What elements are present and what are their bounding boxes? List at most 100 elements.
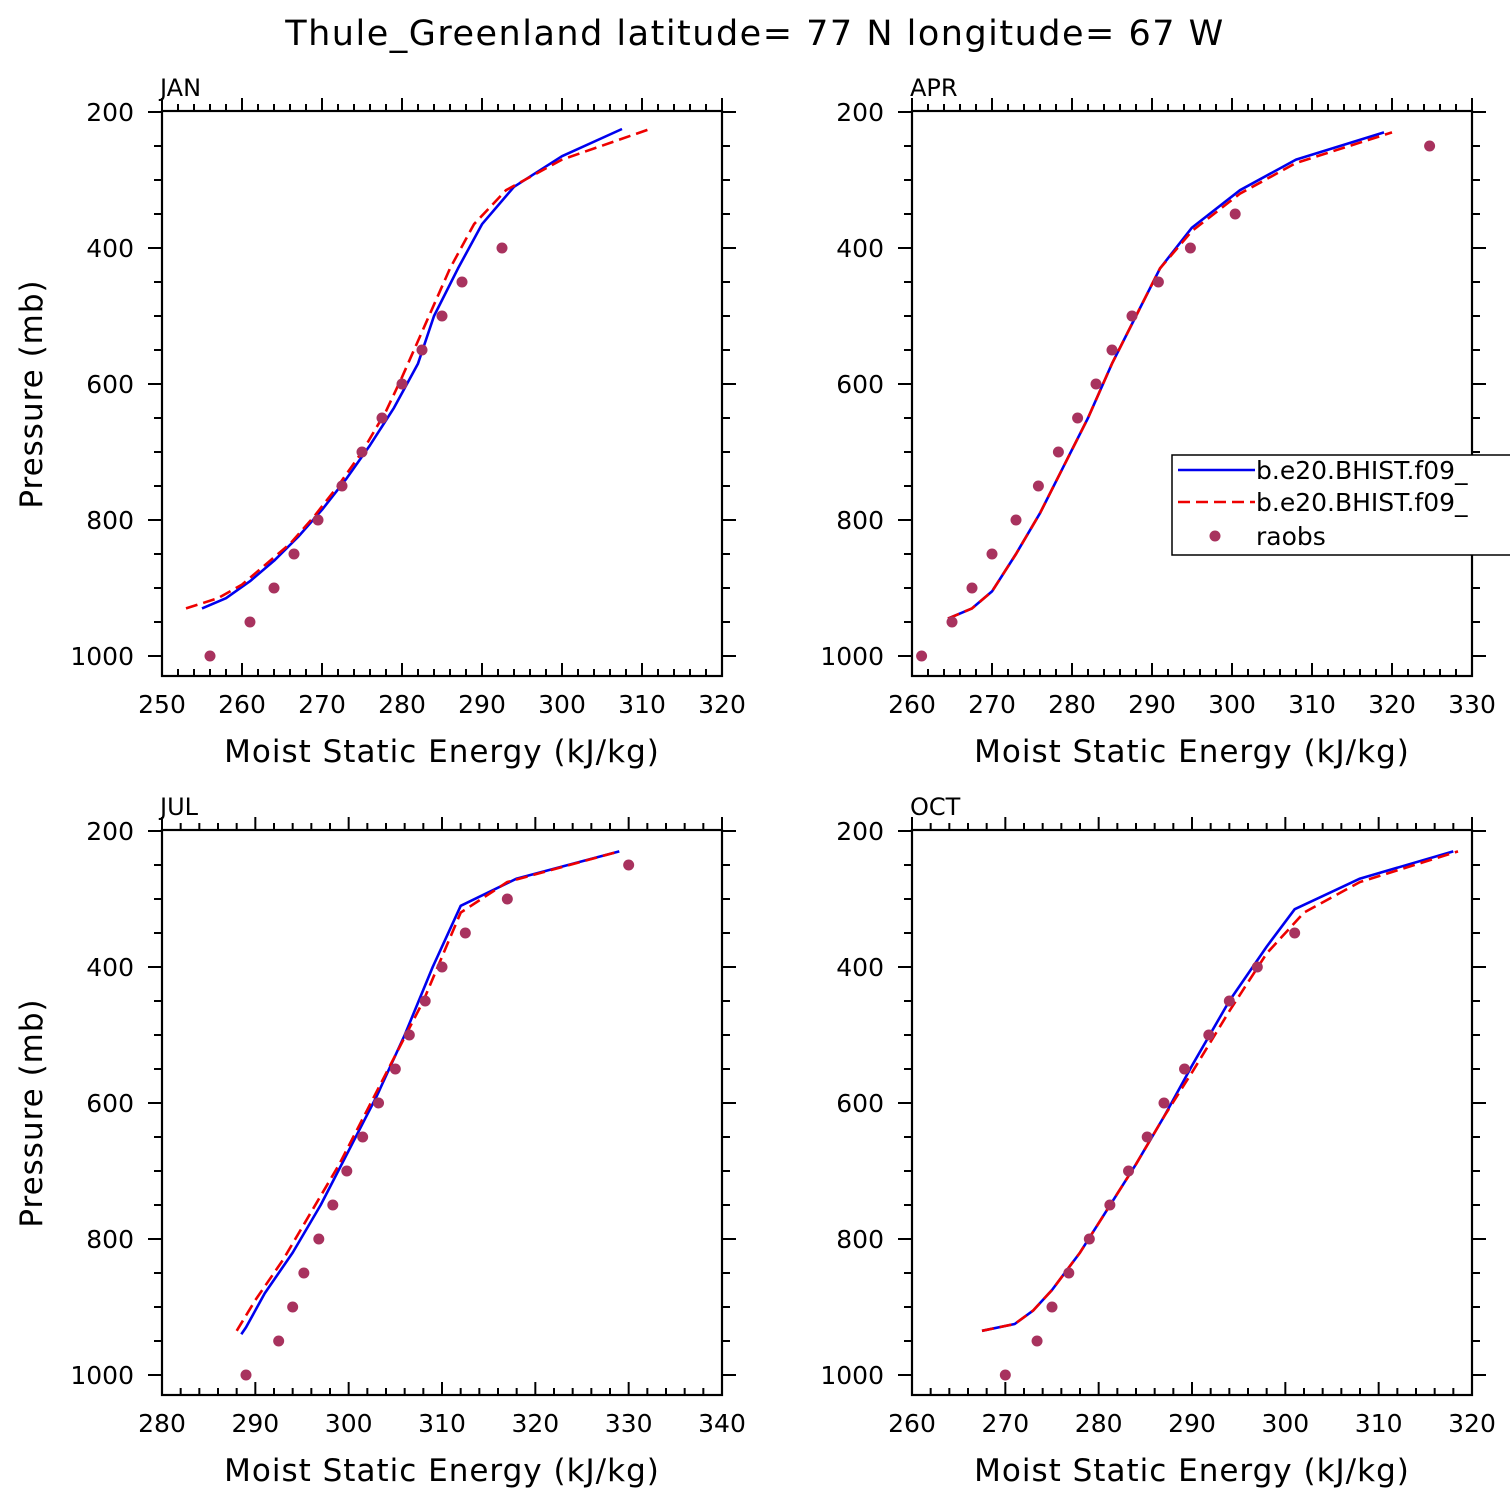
raobs-point bbox=[313, 1233, 325, 1245]
raobs-point bbox=[356, 446, 368, 458]
x-tick-label: 310 bbox=[1355, 1409, 1403, 1438]
x-tick-label: 330 bbox=[605, 1409, 653, 1438]
x-axis-label: Moist Static Energy (kJ/kg) bbox=[974, 1453, 1410, 1489]
y-tick-label: 800 bbox=[836, 506, 884, 535]
x-tick-label: 270 bbox=[298, 690, 346, 719]
y-tick-label: 400 bbox=[86, 953, 134, 982]
y-tick-label: 600 bbox=[86, 370, 134, 399]
raobs-point bbox=[419, 995, 431, 1007]
raobs-point bbox=[1152, 276, 1164, 288]
plot-frame bbox=[910, 828, 1474, 1397]
legend-label: b.e20.BHIST.f09_ bbox=[1256, 488, 1468, 517]
x-tick-label: 280 bbox=[138, 1409, 186, 1438]
chart-panel-jul: JUL 280 290 300 310 320 330 340 200 400 600 800 1000… bbox=[14, 793, 746, 1489]
x-axis-label: Moist Static Energy (kJ/kg) bbox=[224, 1453, 660, 1489]
x-tick-label: 300 bbox=[325, 1409, 373, 1438]
x-tick-label: 310 bbox=[418, 1409, 466, 1438]
y-tick-label: 800 bbox=[86, 506, 134, 535]
x-tick-label: 290 bbox=[458, 690, 506, 719]
raobs-point bbox=[416, 344, 428, 356]
plot-frame bbox=[160, 109, 724, 678]
raobs-point bbox=[312, 514, 324, 526]
raobs-point bbox=[1289, 927, 1301, 939]
raobs-point bbox=[341, 1165, 353, 1177]
raobs-point bbox=[1046, 1301, 1058, 1313]
raobs-point bbox=[244, 616, 256, 628]
raobs-point bbox=[456, 276, 468, 288]
raobs-point bbox=[357, 1131, 369, 1143]
raobs-point bbox=[1179, 1063, 1191, 1075]
x-tick-label: 260 bbox=[218, 690, 266, 719]
raobs-point bbox=[240, 1369, 252, 1381]
y-tick-label: 400 bbox=[86, 234, 134, 263]
y-tick-label: 1000 bbox=[820, 1361, 884, 1390]
y-tick-label: 400 bbox=[836, 234, 884, 263]
x-tick-label: 290 bbox=[1128, 690, 1176, 719]
panel-title: JUL bbox=[158, 793, 199, 821]
plot-frame bbox=[910, 109, 1474, 678]
raobs-point bbox=[1032, 480, 1044, 492]
y-tick-label: 600 bbox=[836, 370, 884, 399]
raobs-point bbox=[396, 378, 408, 390]
x-tick-label: 320 bbox=[511, 1409, 559, 1438]
raobs-point bbox=[376, 412, 388, 424]
raobs-point bbox=[298, 1267, 310, 1279]
panels: JAN 250 260 270 280 290 300 310 320 200 400 600 800 1… bbox=[14, 74, 1496, 1489]
raobs-point bbox=[1063, 1267, 1075, 1279]
x-tick-label: 300 bbox=[538, 690, 586, 719]
raobs-point bbox=[623, 859, 635, 871]
raobs-point bbox=[459, 927, 471, 939]
raobs-point bbox=[268, 582, 280, 594]
chart-panel-apr: APR 260 270 280 290 300 310 320 330 200 400 600 800 1… bbox=[820, 74, 1495, 770]
y-tick-label: 200 bbox=[86, 98, 134, 127]
raobs-point bbox=[389, 1063, 401, 1075]
x-tick-label: 270 bbox=[968, 690, 1016, 719]
raobs-point bbox=[1090, 378, 1102, 390]
raobs-point bbox=[1083, 1233, 1095, 1245]
y-tick-label: 200 bbox=[86, 817, 134, 846]
x-tick-label: 280 bbox=[1075, 1409, 1123, 1438]
legend-box bbox=[1171, 454, 1510, 556]
raobs-point bbox=[1104, 1199, 1116, 1211]
series-line-solid bbox=[201, 127, 623, 610]
x-tick-label: 330 bbox=[1448, 690, 1496, 719]
x-tick-label: 250 bbox=[138, 690, 186, 719]
raobs-point bbox=[1072, 412, 1084, 424]
figure-title: Thule_Greenland latitude= 77 N longitude… bbox=[284, 14, 1225, 54]
panel-title: JAN bbox=[158, 74, 201, 102]
y-tick-label: 1000 bbox=[70, 1361, 134, 1390]
panel-title: APR bbox=[910, 74, 958, 102]
x-tick-label: 320 bbox=[698, 690, 746, 719]
raobs-point bbox=[501, 893, 513, 905]
raobs-point bbox=[403, 1029, 415, 1041]
raobs-point bbox=[1141, 1131, 1153, 1143]
raobs-point bbox=[336, 480, 348, 492]
x-tick-label: 300 bbox=[1261, 1409, 1309, 1438]
chart-panel-jan: JAN 250 260 270 280 290 300 310 320 200 400 600 800 1… bbox=[14, 74, 746, 770]
raobs-point bbox=[916, 650, 928, 662]
raobs-point bbox=[1203, 1029, 1215, 1041]
y-axis-label: Pressure (mb) bbox=[14, 279, 50, 508]
y-tick-label: 800 bbox=[86, 1225, 134, 1254]
raobs-point bbox=[1251, 961, 1263, 973]
y-tick-label: 600 bbox=[836, 1089, 884, 1118]
x-tick-label: 310 bbox=[618, 690, 666, 719]
y-tick-label: 1000 bbox=[70, 642, 134, 671]
x-tick-label: 260 bbox=[888, 1409, 936, 1438]
y-tick-label: 600 bbox=[86, 1089, 134, 1118]
series-line-dashed bbox=[947, 131, 1393, 620]
x-axis-label: Moist Static Energy (kJ/kg) bbox=[974, 734, 1410, 770]
y-axis-label: Pressure (mb) bbox=[14, 998, 50, 1227]
raobs-point bbox=[1106, 344, 1118, 356]
x-tick-label: 290 bbox=[231, 1409, 279, 1438]
raobs-point bbox=[1223, 995, 1235, 1007]
legend-label: raobs bbox=[1256, 522, 1326, 551]
raobs-point bbox=[1052, 446, 1064, 458]
raobs-point bbox=[1158, 1097, 1170, 1109]
y-tick-label: 400 bbox=[836, 953, 884, 982]
raobs-point bbox=[287, 1301, 299, 1313]
y-tick-label: 1000 bbox=[820, 642, 884, 671]
raobs-point bbox=[1031, 1335, 1043, 1347]
x-tick-label: 270 bbox=[981, 1409, 1029, 1438]
